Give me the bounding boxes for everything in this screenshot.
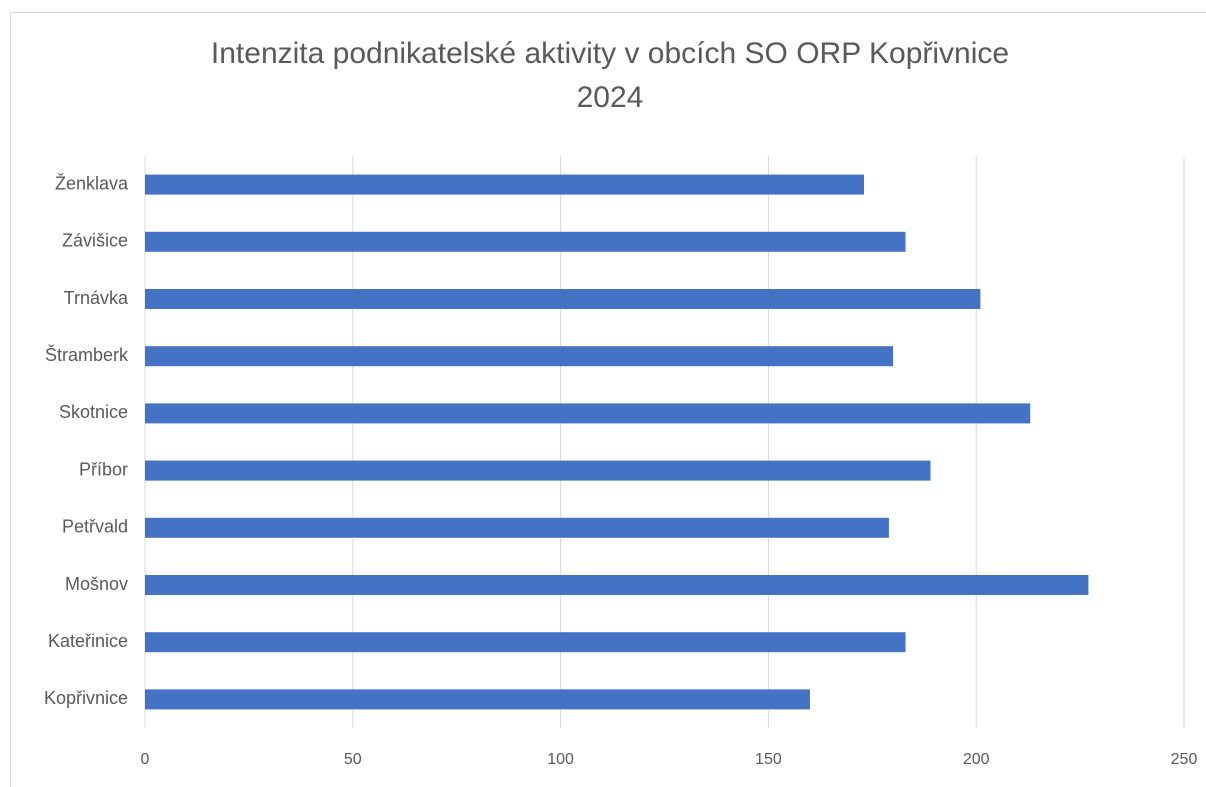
y-tick-label: Petřvald: [62, 517, 128, 537]
y-tick-label: Mošnov: [65, 574, 128, 594]
y-tick-label: Ženklava: [55, 173, 129, 193]
bar: [145, 632, 906, 653]
x-tick-label: 100: [547, 751, 574, 768]
bar: [145, 174, 864, 195]
chart-frame: [10, 12, 1206, 787]
bar: [145, 403, 1031, 424]
bar: [145, 689, 810, 710]
bar: [145, 517, 889, 538]
x-tick-label: 150: [755, 751, 782, 768]
chart-title: Intenzita podnikatelské aktivity v obcíc…: [211, 37, 1009, 70]
y-tick-label: Příbor: [79, 459, 128, 479]
y-tick-label: Skotnice: [59, 402, 128, 422]
y-tick-label: Trnávka: [64, 288, 129, 308]
x-tick-label: 0: [141, 751, 150, 768]
y-tick-label: Štramberk: [45, 344, 129, 365]
y-tick-label: Kopřivnice: [44, 688, 128, 708]
bar: [145, 289, 981, 309]
bar: [145, 346, 894, 367]
x-tick-label: 250: [1171, 751, 1198, 768]
x-tick-label: 50: [344, 751, 362, 768]
bar: [145, 231, 906, 252]
bar: [145, 575, 1089, 595]
bar: [145, 460, 931, 481]
y-tick-label: Závišice: [62, 231, 128, 251]
y-tick-label: Kateřinice: [48, 631, 128, 651]
chart-title: 2024: [577, 81, 644, 114]
x-tick-label: 200: [963, 751, 990, 768]
